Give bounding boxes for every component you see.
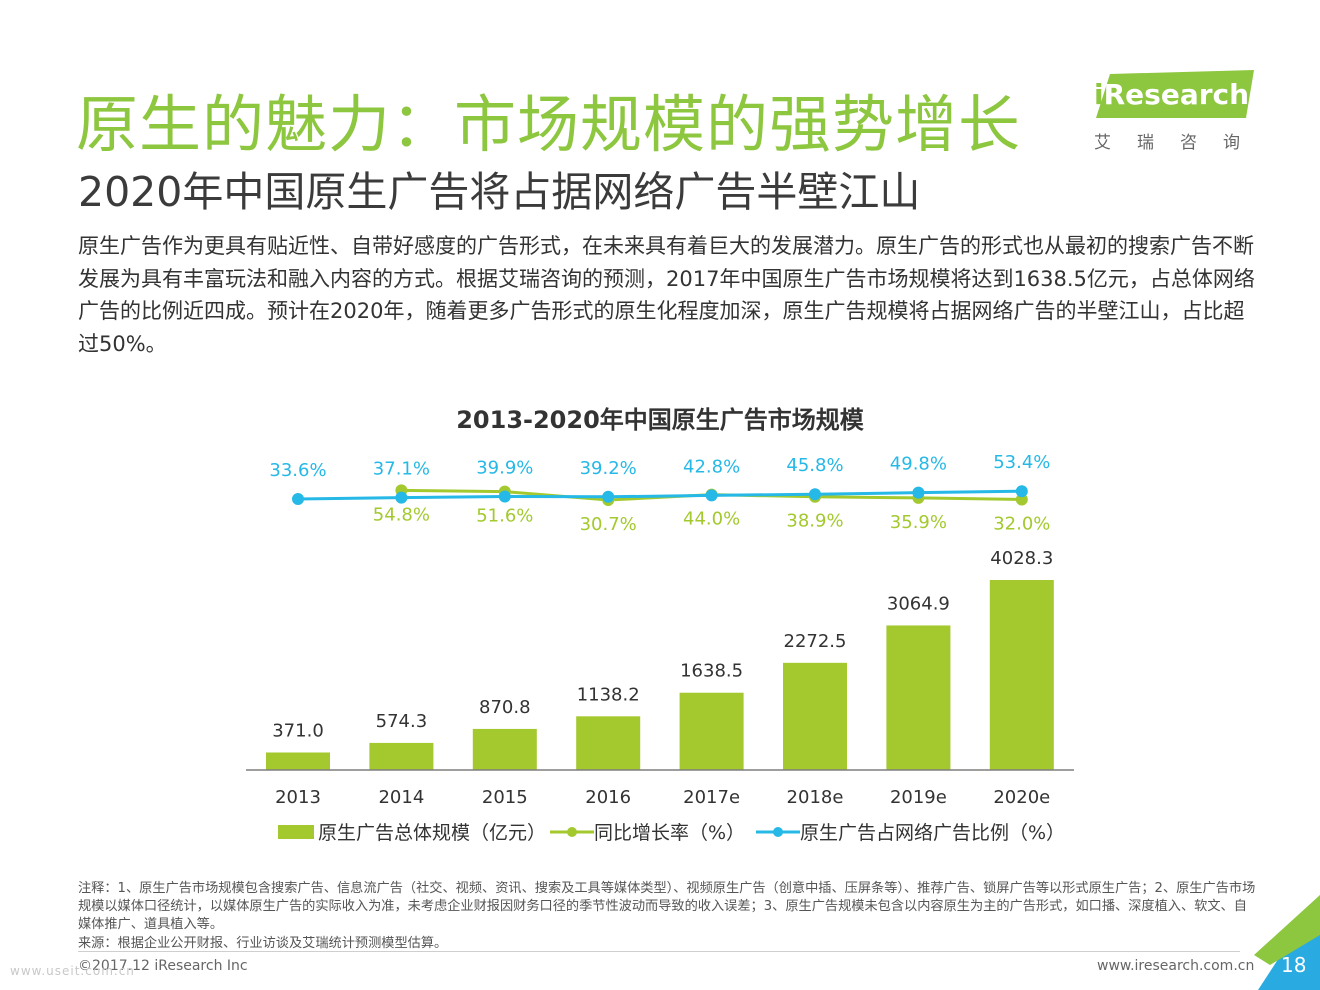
legend-share: 原生广告占网络广告比例（%） [756,818,1065,845]
growth-label-2014: 54.8% [373,504,430,525]
share-label-2017e: 42.8% [683,456,740,477]
bar-2019e [886,625,951,770]
legend-growth-label: 同比增长率（%） [594,822,746,844]
page-subtitle: 2020年中国原生广告将占据网络广告半壁江山 [78,168,921,216]
x-tick-label-2015: 2015 [482,787,528,808]
legend-bar-swatch [278,824,314,839]
share-label-2015: 39.9% [476,458,533,479]
footer-divider [78,951,1240,952]
bar-value-label-2014: 574.3 [376,711,428,732]
page-title: 原生的魅力：市场规模的强势增长 [76,88,1022,161]
intro-paragraph: 原生广告作为更具有贴近性、自带好感度的广告形式，在未来具有着巨大的发展潜力。原生… [78,234,1255,356]
footer-url[interactable]: www.iresearch.com.cn [1097,958,1255,974]
bar-value-label-2013: 371.0 [272,721,324,742]
share-line [297,489,1022,501]
bar-value-label-2015: 870.8 [479,697,531,718]
chart-title: 2013-2020年中国原生广告市场规模 [456,406,864,434]
growth-point-2020e [1015,493,1028,506]
legend-share-label: 原生广告占网络广告比例（%） [800,822,1066,844]
bar-value-label-2020e: 4028.3 [990,548,1053,569]
share-point-2014 [395,491,408,504]
share-point-2017e [705,489,718,502]
share-label-2014: 37.1% [373,459,430,480]
bar-2013 [266,752,330,770]
share-point-2019e [912,486,925,499]
logo-banner-shape [1096,70,1254,118]
x-tick-label-2017e: 2017e [683,787,740,808]
chart-notes: 注释：1、原生广告市场规模包含搜索广告、信息流广告（社交、视频、资讯、搜索及工具… [78,880,1258,953]
share-label-2020e: 53.4% [993,452,1050,473]
growth-label-2018e: 38.9% [786,511,843,532]
page-number: 18 [1281,953,1307,977]
market-size-chart: 371.0 2013 574.3 2014 870.8 2015 1138.2 2016 163… [246,452,1074,808]
share-label-2019e: 49.8% [890,454,947,475]
bar-2014 [369,742,434,770]
legend-share-swatch [756,826,800,837]
logo-chinese-name: 艾瑞咨询 [1094,133,1266,153]
share-point-2015 [498,490,511,503]
legend-growth-swatch [550,826,594,837]
growth-label-2016: 30.7% [580,514,637,535]
x-tick-label-2016: 2016 [585,787,631,808]
bar-2017e [679,692,744,770]
watermark: www.useit.com.cn [10,964,135,978]
bar-2018e [783,662,847,770]
source-text: 来源：根据企业公开财报、行业访谈及艾瑞统计预测模型估算。 [78,935,448,951]
x-tick-label-2020e: 2020e [993,787,1050,808]
share-point-2016 [602,490,615,503]
bar-2016 [576,716,641,770]
iresearch-logo: iResearch 艾瑞咨询 [1090,70,1260,160]
logo-name: Research [1103,78,1250,111]
growth-label-2015: 51.6% [476,506,533,527]
logo-prefix: i [1094,78,1104,111]
growth-label-2019e: 35.9% [890,512,947,533]
x-tick-label-2018e: 2018e [787,787,844,808]
share-label-2018e: 45.8% [786,455,843,476]
growth-label-2020e: 32.0% [993,513,1050,534]
x-tick-label-2014: 2014 [378,787,424,808]
footer-copyright: ©2017.12 iResearch Inc [78,958,248,974]
bar-value-label-2016: 1138.2 [577,684,640,705]
share-label-2013: 33.6% [269,460,326,481]
note-text: 注释：1、原生广告市场规模包含搜索广告、信息流广告（社交、视频、资讯、搜索及工具… [78,881,1256,933]
growth-label-2017e: 44.0% [683,509,740,530]
legend-bar: 原生广告总体规模（亿元） [278,818,546,845]
page-corner-decoration [1254,895,1320,990]
bar-2015 [472,728,537,770]
bar-2020e [989,580,1054,770]
x-tick-label-2019e: 2019e [890,787,947,808]
legend-bar-label: 原生广告总体规模（亿元） [318,822,547,844]
logo-text: iResearch [1094,78,1249,111]
x-tick-label-2013: 2013 [275,787,321,808]
bar-value-label-2019e: 3064.9 [887,593,950,614]
bar-value-label-2018e: 2272.5 [784,631,847,652]
share-point-2018e [809,488,821,501]
share-point-2020e [1015,485,1028,498]
share-point-2013 [292,493,304,505]
share-label-2016: 39.2% [580,458,637,479]
legend-growth: 同比增长率（%） [550,818,745,845]
bar-value-label-2017e: 1638.5 [680,661,743,682]
